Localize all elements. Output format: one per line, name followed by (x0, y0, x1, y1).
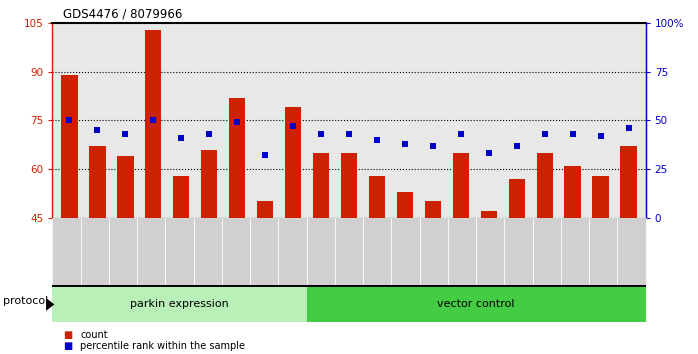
Bar (341, 153, 357, 218)
Bar (172, 176, 189, 218)
Bar (229, 98, 246, 218)
Text: ■: ■ (63, 341, 72, 351)
Bar (593, 176, 609, 218)
Bar (480, 211, 497, 218)
Bar (565, 166, 581, 218)
Text: percentile rank within the sample: percentile rank within the sample (80, 341, 245, 351)
Bar (452, 153, 469, 218)
Bar (396, 192, 413, 218)
Text: ■: ■ (63, 330, 72, 339)
Bar (257, 201, 274, 218)
Text: count: count (80, 330, 108, 339)
Bar (621, 146, 637, 218)
Bar (537, 153, 554, 218)
Bar (369, 176, 385, 218)
Bar (144, 29, 161, 218)
Text: protocol: protocol (3, 296, 49, 306)
Bar (285, 107, 302, 218)
Bar (200, 149, 218, 218)
Text: GDS4476 / 8079966: GDS4476 / 8079966 (63, 7, 182, 20)
Bar (313, 153, 329, 218)
Bar (424, 201, 441, 218)
Text: parkin expression: parkin expression (130, 299, 229, 309)
Bar (117, 156, 133, 218)
Bar (61, 75, 77, 218)
Text: vector control: vector control (438, 299, 515, 309)
Bar (509, 179, 526, 218)
Bar (89, 146, 105, 218)
